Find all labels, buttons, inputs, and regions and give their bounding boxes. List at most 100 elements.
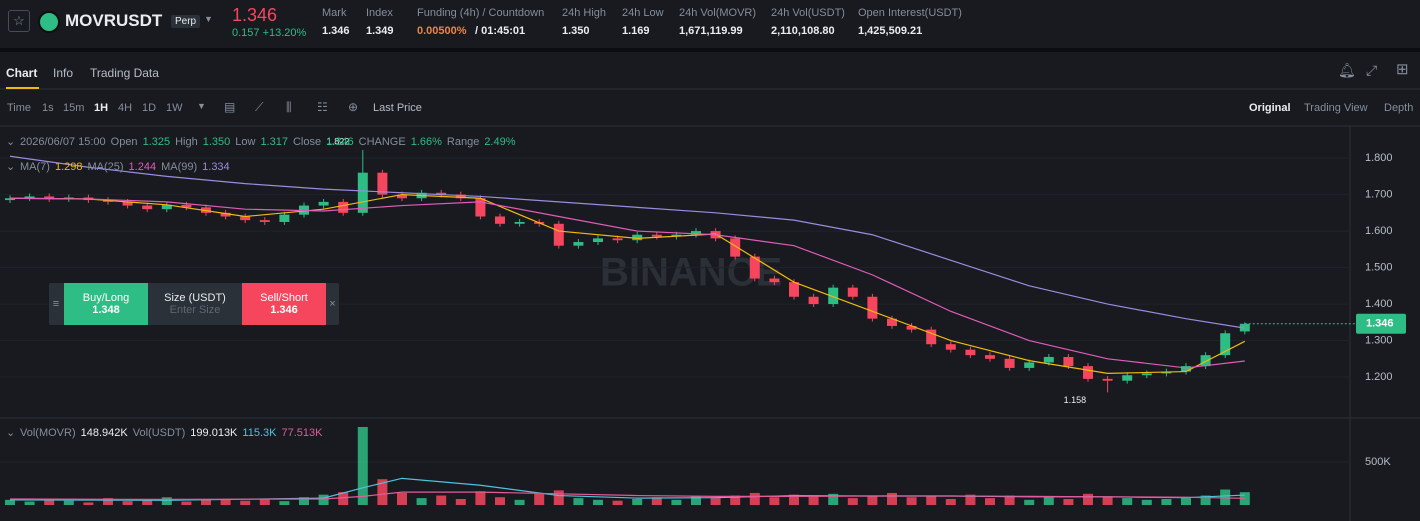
ma-value: 1.334 (202, 161, 230, 173)
stat-extra: / 01:45:01 (475, 25, 526, 37)
interval[interactable]: 4H (118, 102, 133, 114)
last-price: 1.346 (232, 5, 278, 25)
expand-icon[interactable]: ⤢ (1366, 62, 1378, 78)
stat-label: 24h High (562, 7, 607, 19)
candle-body (828, 287, 839, 305)
volume-bar (730, 495, 741, 505)
interval: Time (7, 102, 32, 114)
volume-bar (906, 497, 917, 505)
ma-name: MA(7) (20, 161, 50, 173)
drag-handle[interactable]: ≡ (52, 298, 60, 310)
candle-body (161, 204, 172, 210)
volume-bar (299, 497, 309, 505)
volume-bar (573, 498, 584, 505)
candle-body (495, 216, 505, 224)
candle-body (514, 221, 525, 224)
candle-body (240, 216, 251, 221)
stat-label: 24h Low (622, 7, 664, 19)
candle-body (220, 212, 231, 217)
interval[interactable]: 1s (42, 102, 54, 114)
candle-body (44, 196, 55, 199)
sell-price: 1.346 (270, 304, 298, 316)
volume-bar (122, 501, 133, 505)
y-tick-label: 1.200 (1365, 371, 1393, 383)
volume-bar (1141, 499, 1152, 505)
tab[interactable]: Chart (6, 66, 38, 80)
stat-value: 1.349 (366, 25, 394, 37)
stat-label: Open Interest(USDT) (858, 7, 962, 19)
y-tick-label: 1.400 (1365, 298, 1393, 310)
volume-bar (103, 498, 113, 505)
info-value: 1.317 (260, 136, 288, 148)
volume-bar (1083, 493, 1093, 505)
candle-body (612, 238, 623, 241)
volume-bar (1063, 498, 1074, 505)
info-value: 1.346 (326, 136, 354, 148)
tool-icon[interactable]: ⊕ (348, 100, 359, 114)
info-label: High (175, 136, 198, 148)
volume-bar (142, 500, 153, 505)
stat-label: 24h Vol(USDT) (771, 7, 845, 19)
sell-label: Sell/Short (260, 292, 308, 304)
interval[interactable]: 1W (166, 102, 183, 114)
tab[interactable]: Info (53, 66, 74, 80)
symbol[interactable]: MOVRUSDT (65, 11, 163, 30)
volume-bar (1043, 497, 1054, 505)
volume-bar (1220, 489, 1231, 505)
ma-name: MA(25) (87, 161, 123, 173)
candle-body (397, 194, 407, 199)
stat-value: 1,671,119.99 (679, 25, 743, 37)
dropdown[interactable]: ▼ (197, 101, 206, 111)
view-tab[interactable]: Trading View (1304, 102, 1368, 114)
volume-bar (201, 499, 211, 505)
volume-bar (495, 497, 505, 505)
stat-value: 1.346 (322, 25, 350, 37)
candle-body (769, 278, 780, 283)
volume-bar (259, 499, 270, 505)
collapse-icon: ⌄ (6, 161, 15, 173)
candle-body (122, 201, 133, 206)
volume-bar (338, 492, 349, 505)
coin-icon (38, 11, 60, 33)
volume-bar (279, 501, 290, 505)
candle-body (377, 172, 388, 195)
volume-bar (612, 500, 623, 505)
tool-icon[interactable]: ⟋ (255, 100, 264, 114)
dropdown-caret[interactable]: ▼ (204, 14, 213, 24)
candle-body (24, 196, 35, 199)
candle-body (181, 204, 192, 208)
volume-bar (181, 501, 192, 505)
tab[interactable]: Trading Data (90, 66, 159, 80)
volume-bar (1024, 499, 1035, 505)
view-tab[interactable]: Original (1249, 102, 1291, 114)
tool-icon[interactable]: ⫼ (286, 100, 292, 114)
size-input[interactable]: Size (USDT) Enter Size (148, 283, 242, 325)
sell-button[interactable]: Sell/Short 1.346 (242, 283, 326, 325)
volume-value: 199.013K (190, 427, 238, 439)
volume-ma-value: 77.513K (281, 427, 323, 439)
interval[interactable]: 15m (63, 102, 85, 114)
tool-icon[interactable]: ▤ (224, 100, 236, 114)
collapse-icon: ⌄ (6, 427, 15, 439)
candle-body (259, 220, 270, 222)
volume-bar (985, 498, 995, 505)
volume-bar (240, 500, 251, 505)
view-tab[interactable]: Depth (1384, 102, 1414, 114)
volume-bar (593, 499, 603, 505)
layout-icon[interactable]: ⊞ (1396, 61, 1409, 78)
buy-button[interactable]: Buy/Long 1.348 (64, 283, 148, 325)
change-pct: +13.20% (262, 27, 307, 39)
tool-icon[interactable]: ☷ (317, 100, 328, 114)
volume-bar (534, 493, 545, 505)
candle-body (847, 287, 858, 297)
price-type[interactable]: Last Price (373, 102, 422, 114)
close-button[interactable]: × (329, 298, 336, 310)
bell-icon[interactable]: 🔔︎ (1338, 62, 1356, 78)
volume-bar (377, 479, 388, 505)
candle-body (475, 198, 486, 217)
interval[interactable]: 1D (142, 102, 157, 114)
interval[interactable]: 1H (94, 102, 109, 114)
favorite-button[interactable]: ☆ (8, 10, 30, 32)
high-annotation: 1.822 (327, 136, 350, 146)
